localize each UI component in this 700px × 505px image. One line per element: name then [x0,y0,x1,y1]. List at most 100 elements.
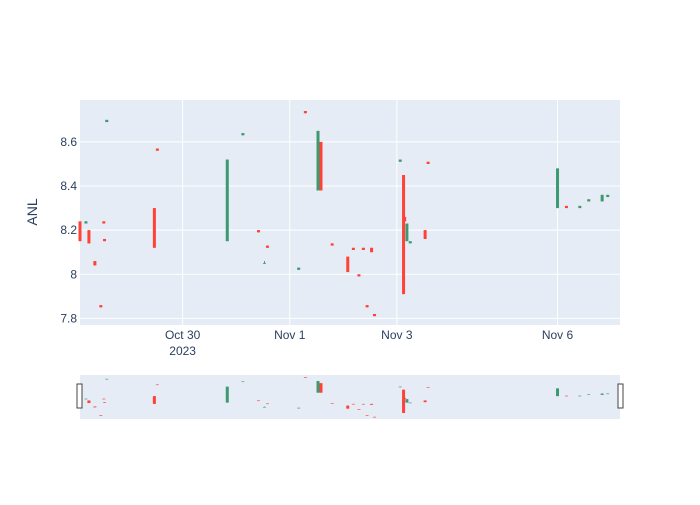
candle-increasing[interactable] [578,205,582,209]
slider-candle-body [297,407,301,409]
candle-decreasing[interactable] [373,313,377,317]
candle-decreasing[interactable] [152,208,156,248]
slider-candle [373,416,377,418]
candle-body [265,245,269,248]
candle-increasing[interactable] [316,130,320,191]
candle-decreasing[interactable] [402,175,406,295]
candle-increasing[interactable] [297,267,301,270]
candle-decreasing[interactable] [403,216,407,222]
candle-increasing[interactable] [408,241,412,244]
candle-body [330,243,334,246]
slider-candle [365,415,369,416]
candle-increasing[interactable] [105,119,109,123]
candle-increasing[interactable] [606,194,610,198]
range-slider-background [80,375,620,419]
candle-body [351,247,355,250]
slider-candle-body [426,387,430,388]
candle-decreasing[interactable] [265,245,269,248]
slider-candle [426,387,430,388]
slider-candle-body [241,381,245,383]
candle-body [103,238,107,242]
candle-increasing[interactable] [600,194,604,202]
candle-decreasing[interactable] [87,230,91,244]
slider-candle-body [303,377,307,378]
candle-increasing[interactable] [556,168,560,209]
slider-candle [262,406,266,408]
candle-decreasing[interactable] [257,230,261,233]
candle-decreasing[interactable] [78,221,82,242]
slider-candle [402,389,406,413]
candle-increasing[interactable] [225,159,229,242]
candle-decreasing[interactable] [330,243,334,246]
plot-area [80,100,620,325]
slider-candle [357,409,361,410]
candle-decreasing[interactable] [303,111,307,114]
range-slider[interactable] [76,375,624,419]
candle-increasing[interactable] [398,159,402,162]
candle-decreasing[interactable] [346,256,350,273]
candle-decreasing[interactable] [426,161,430,164]
candle-decreasing[interactable] [319,141,323,191]
x-axis-ticks: Oct 30 2023 Nov 1 Nov 3 Nov 6 [165,328,574,358]
slider-candle-body [587,394,591,396]
slider-candle-body [84,398,88,400]
candle-body [346,256,350,273]
range-slider-handle-right[interactable] [617,383,624,409]
candle-increasing[interactable] [84,221,88,224]
slider-candle [319,383,323,393]
slider-candle-body [556,388,560,397]
candle-decreasing[interactable] [361,247,365,250]
candle-body [78,221,82,242]
candle-body [370,247,374,253]
slider-candle [370,403,374,405]
candle-decreasing[interactable] [93,261,97,266]
slider-candle [103,402,107,403]
slider-candle-body [99,415,103,416]
candle-decreasing[interactable] [423,230,427,239]
candle-body [357,274,361,277]
slider-candle [225,386,229,403]
slider-candle [152,396,156,404]
candle-body [155,148,159,151]
candle-increasing[interactable] [262,261,266,265]
slider-candle [587,394,591,396]
y-axis-title: ANL [24,198,40,225]
slider-candle [155,384,159,386]
candle-increasing[interactable] [241,133,245,136]
candle-body [408,241,412,244]
candle-body [319,141,323,191]
x-tick-label: Nov 6 [542,328,574,342]
candles[interactable] [78,111,610,317]
slider-candle-body [152,396,156,404]
candle-body [606,194,610,198]
candle-increasing[interactable] [587,199,591,202]
candle-decreasing[interactable] [365,305,369,308]
slider-candle-body [408,402,412,404]
slider-candle-body [402,389,406,413]
candle-increasing[interactable] [405,223,409,242]
slider-candle [330,403,334,404]
slider-candle-body [370,403,374,405]
candle-decreasing[interactable] [564,205,568,209]
candle-body [423,230,427,239]
candle-decreasing[interactable] [370,247,374,253]
slider-candle [351,403,355,405]
candle-decreasing[interactable] [357,274,361,277]
candle-decreasing[interactable] [351,247,355,250]
candle-body [102,221,106,224]
x-tick-label: Oct 30 [165,328,201,342]
candle-decreasing[interactable] [103,238,107,242]
slider-candle [93,406,97,408]
candle-decreasing[interactable] [99,305,103,308]
candle-decreasing[interactable] [155,148,159,151]
candle-body [152,208,156,248]
candle-body [93,261,97,266]
range-slider-handle-left[interactable] [76,383,83,409]
slider-candle-body [257,400,261,402]
candle-body [405,223,409,242]
slider-candle-body [351,403,355,405]
slider-candle-body [265,403,269,405]
candle-body [398,159,402,162]
candle-decreasing[interactable] [102,221,106,224]
slider-candle-body [155,384,159,386]
